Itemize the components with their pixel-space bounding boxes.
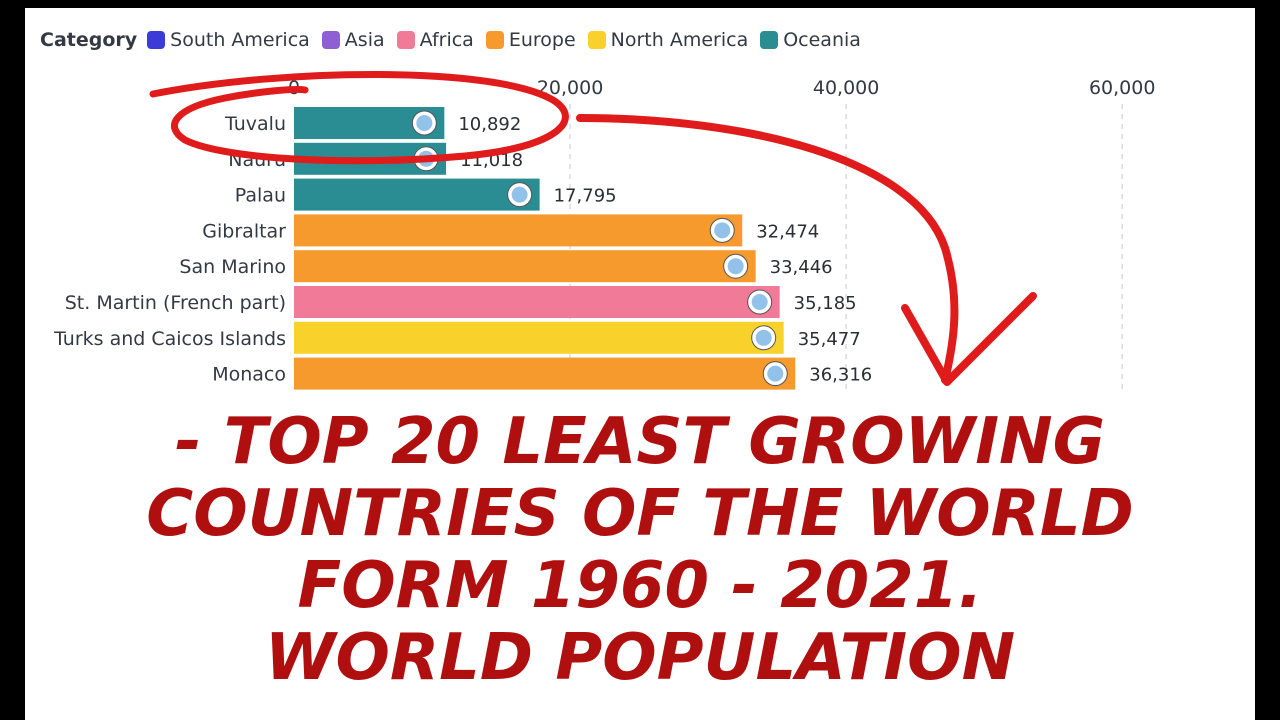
legend-item-asia[interactable]: Asia	[321, 29, 385, 51]
data-label: 10,892	[458, 114, 521, 135]
flag-icon	[751, 294, 768, 310]
category-label: Turks and Caicos Islands	[53, 328, 286, 350]
data-label: 35,477	[798, 329, 861, 350]
headline-line-4: WORLD POPULATION	[264, 621, 1016, 695]
data-label: 35,185	[794, 293, 857, 314]
x-tick-label: 40,000	[813, 77, 879, 99]
data-label: 11,018	[460, 150, 523, 171]
legend: Category South America Asia Africa Europ…	[40, 26, 873, 54]
category-label: San Marino	[179, 256, 286, 278]
bar	[294, 357, 796, 390]
legend-item-south-america[interactable]: South America	[147, 29, 310, 51]
headline-line-1: - TOP 20 LEAST GROWING	[174, 405, 1106, 479]
headline-line-2: COUNTRIES OF THE WORLD	[146, 477, 1134, 551]
category-label: Palau	[235, 185, 286, 207]
legend-label: South America	[170, 29, 310, 51]
flag-icon	[714, 222, 731, 239]
legend-swatch	[485, 31, 504, 49]
flag-icon	[767, 365, 784, 382]
bar	[294, 250, 756, 283]
bar	[294, 321, 784, 354]
legend-item-europe[interactable]: Europe	[485, 29, 576, 51]
legend-swatch	[147, 31, 166, 49]
legend-swatch	[396, 31, 415, 49]
flag-icon	[418, 150, 435, 167]
headline: - TOP 20 LEAST GROWING COUNTRIES OF THE …	[25, 406, 1255, 694]
x-tick-label: 60,000	[1089, 77, 1155, 99]
legend-label: Oceania	[783, 29, 861, 51]
x-tick-label: 20,000	[537, 77, 603, 99]
legend-label: Asia	[344, 29, 385, 51]
data-label: 36,316	[809, 365, 872, 386]
category-label: Monaco	[212, 364, 286, 386]
category-label: St. Martin (French part)	[65, 292, 286, 314]
legend-swatch	[760, 31, 779, 49]
data-label: 32,474	[756, 221, 819, 242]
legend-item-africa[interactable]: Africa	[396, 29, 474, 51]
data-label: 33,446	[770, 257, 833, 278]
data-label: 17,795	[554, 186, 617, 207]
legend-swatch	[321, 31, 340, 49]
legend-label: Europe	[508, 29, 576, 51]
category-label: Gibraltar	[202, 220, 286, 242]
legend-label: North America	[610, 29, 749, 51]
bar-chart: 0 20,000 40,000 60,000 Tuvalu 10,892 Nauru 11,0…	[53, 77, 1155, 393]
legend-label: Africa	[419, 29, 474, 51]
bar	[294, 178, 540, 211]
chart-canvas: Category South America Asia Africa Europ…	[25, 8, 1255, 720]
legend-item-oceania[interactable]: Oceania	[760, 29, 861, 51]
legend-item-north-america[interactable]: North America	[587, 29, 749, 51]
bar	[294, 286, 780, 318]
flag-icon	[727, 258, 744, 275]
bar	[294, 214, 743, 247]
category-label: Tuvalu	[224, 113, 286, 135]
flag-icon	[416, 115, 433, 131]
flag-icon	[511, 186, 528, 203]
x-tick-label: 0	[288, 77, 300, 99]
category-label: Nauru	[228, 149, 286, 171]
flag-icon	[755, 329, 772, 346]
headline-line-3: FORM 1960 - 2021.	[297, 549, 983, 623]
legend-title: Category	[40, 29, 138, 51]
legend-swatch	[587, 31, 606, 49]
